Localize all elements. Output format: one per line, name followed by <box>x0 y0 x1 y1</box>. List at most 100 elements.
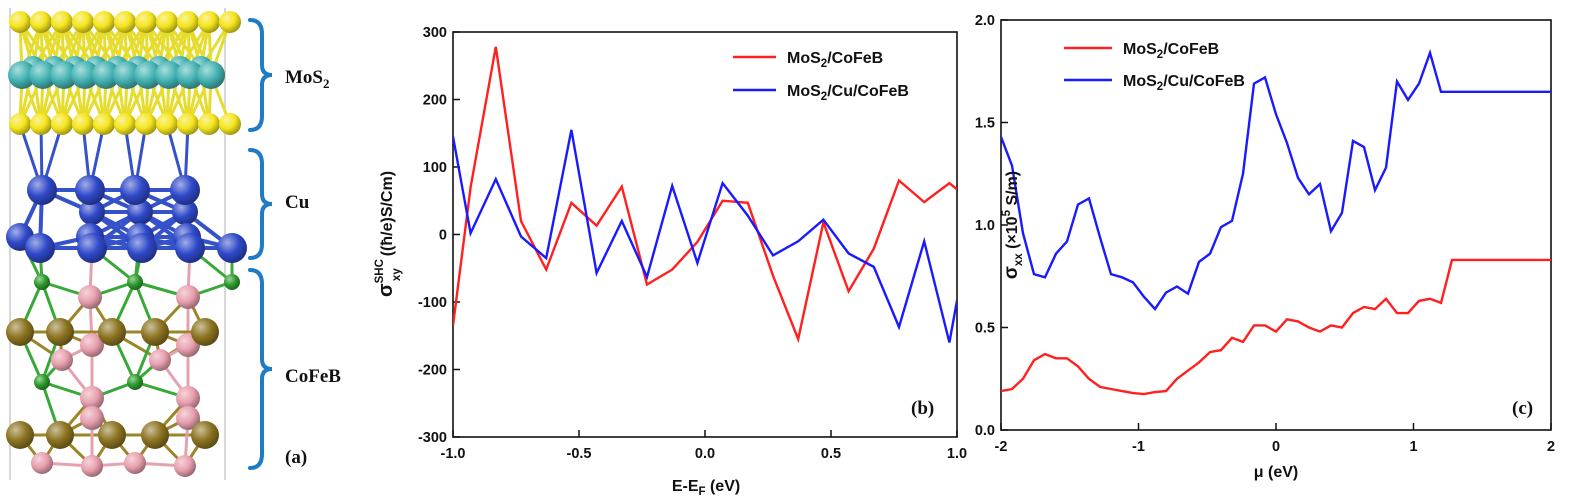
series-line-mos2-cofeb <box>1001 258 1551 396</box>
y-tick-label: 1.0 <box>975 218 995 234</box>
iron-atom <box>51 349 73 371</box>
curly-brace-icon <box>248 148 273 260</box>
sulfur-atom <box>156 11 178 33</box>
boron-atom <box>34 274 50 290</box>
cobalt-atom <box>98 318 126 346</box>
y-tick-label: 0.5 <box>975 321 995 337</box>
sigma-xx-series-lines <box>1001 48 1551 396</box>
y-tick-label: 100 <box>423 160 447 176</box>
sigma-xx-y-axis-label: σxx (×105 S/m) <box>1001 171 1025 279</box>
molybdenum-atom <box>71 61 99 89</box>
iron-atom <box>80 333 104 357</box>
panel-tag-c: (c) <box>1512 398 1533 419</box>
legend-entry-label: MoS2/Cu/CoFeB <box>787 83 909 103</box>
cobalt-atom <box>191 421 219 449</box>
legend-entry-label: MoS2/Cu/CoFeB <box>1123 73 1245 93</box>
sulfur-atom <box>51 113 73 135</box>
layer-braces <box>248 18 273 470</box>
shc-y-axis-label: σSHC xy((ħ/e)S/Cm) <box>374 171 403 297</box>
iron-atom <box>81 455 103 477</box>
boron-atom <box>34 374 50 390</box>
x-tick-label: 0.5 <box>821 446 841 462</box>
curly-brace-icon <box>248 268 273 470</box>
cobalt-atom <box>6 421 34 449</box>
sulfur-atom <box>198 113 220 135</box>
cobalt-atom <box>46 318 74 346</box>
atom-spheres <box>6 11 247 477</box>
copper-atom <box>77 233 107 263</box>
y-tick-label: 0.0 <box>975 423 995 439</box>
sulfur-atom <box>9 11 31 33</box>
sulfur-atom <box>156 113 178 135</box>
iron-atom <box>78 285 102 309</box>
iron-atom <box>174 455 196 477</box>
series-line-mos2-cu-cofeb <box>453 129 957 343</box>
cobalt-atom <box>141 318 169 346</box>
copper-atom <box>127 233 157 263</box>
cobalt-atom <box>98 421 126 449</box>
x-tick-label: 0 <box>1272 439 1280 455</box>
copper-atom <box>172 199 198 225</box>
molybdenum-atom <box>92 61 120 89</box>
molybdenum-atom <box>197 61 225 89</box>
iron-atom <box>176 285 200 309</box>
x-tick-label: -2 <box>995 439 1008 455</box>
sigma-xx-legend: MoS2/CoFeB MoS2/Cu/CoFeB <box>1064 41 1245 93</box>
sulfur-atom <box>135 11 157 33</box>
shc-x-axis-label: E-EF (eV) <box>672 478 740 498</box>
molybdenum-atom <box>8 61 36 89</box>
sigma-xx-x-axis-label: μ (eV) <box>1254 464 1298 481</box>
x-tick-label: 2 <box>1547 439 1555 455</box>
layer-label-cu: Cu <box>285 192 310 213</box>
iron-atom <box>124 452 146 474</box>
boron-atom <box>224 274 240 290</box>
x-tick-label: -0.5 <box>567 446 592 462</box>
sulfur-atom <box>177 11 199 33</box>
sulfur-atom <box>93 113 115 135</box>
sulfur-atom <box>30 113 52 135</box>
molybdenum-atom <box>134 61 162 89</box>
panel-tag-a: (a) <box>285 447 307 468</box>
iron-atom <box>176 406 200 430</box>
sulfur-atom <box>30 11 52 33</box>
molybdenum-atom <box>113 61 141 89</box>
molybdenum-atom <box>176 61 204 89</box>
sulfur-atom <box>9 113 31 135</box>
copper-atom <box>170 175 200 205</box>
x-tick-label: -1.0 <box>441 446 466 462</box>
sigma-xx-chart-panel: -2 -1 0 1 2 0.00.51.01.52.0 MoS2/CoFeBMoS2/C… <box>975 13 1555 481</box>
molybdenum-atom <box>50 61 78 89</box>
molybdenum-atom <box>155 61 183 89</box>
sulfur-atom <box>198 11 220 33</box>
structure-panel: MoS2 Cu CoFeB (a) <box>6 8 341 480</box>
y-tick-label: 2.0 <box>975 13 995 29</box>
sulfur-atom <box>114 11 136 33</box>
shc-y-axis-ticks: -300 -200 -100 0 100 200 300 <box>418 25 460 446</box>
y-tick-label: -200 <box>418 363 447 379</box>
series-line-mos2-cu-cofeb <box>1001 48 1551 312</box>
copper-atom <box>25 233 55 263</box>
iron-atom <box>80 406 104 430</box>
sulfur-atom <box>93 11 115 33</box>
boron-atom <box>127 374 143 390</box>
sulfur-atom <box>219 113 241 135</box>
sulfur-atom <box>51 11 73 33</box>
molybdenum-atom <box>29 61 57 89</box>
x-tick-label: 1 <box>1409 439 1417 455</box>
y-tick-label: 200 <box>423 93 447 109</box>
copper-atom <box>120 175 150 205</box>
iron-atom <box>176 386 200 410</box>
y-tick-label: 1.5 <box>975 116 995 132</box>
cobalt-atom <box>6 318 34 346</box>
cobalt-atom <box>141 421 169 449</box>
copper-atom <box>127 199 153 225</box>
sigma-xx-y-axis-ticks: 0.0 0.5 1.0 1.5 2.0 <box>975 13 1008 439</box>
copper-atom <box>217 233 247 263</box>
layer-label-mos2: MoS2 <box>285 67 330 91</box>
shc-x-axis-ticks: -1.0 -0.5 0.0 0.5 1.0 <box>441 430 967 462</box>
legend-entry-label: MoS2/CoFeB <box>787 50 883 70</box>
iron-atom <box>149 349 171 371</box>
y-tick-label: -100 <box>418 295 447 311</box>
cobalt-atom <box>191 318 219 346</box>
